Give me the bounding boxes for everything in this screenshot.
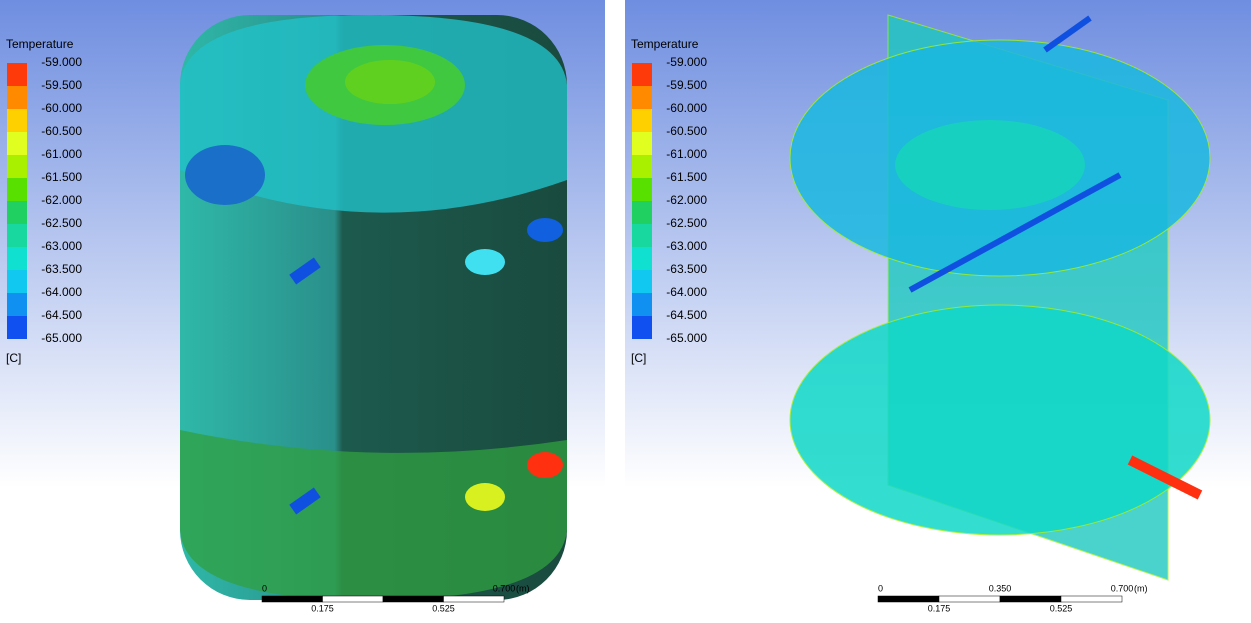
legend-swatch [632, 109, 652, 132]
legend-label: -59.500 [666, 78, 707, 92]
legend-label: -64.000 [41, 285, 82, 299]
legend-label: -60.500 [666, 124, 707, 138]
scale-label: 0.175 [311, 603, 334, 613]
legend-label: -64.000 [666, 285, 707, 299]
legend-label: -61.500 [41, 170, 82, 184]
scale-label: 0.700 [493, 583, 516, 593]
legend-label: -60.500 [41, 124, 82, 138]
legend-swatch [632, 316, 652, 339]
legend-label: -63.000 [41, 239, 82, 253]
scale-label: 0.350 [989, 583, 1012, 593]
scale-label: 0 [262, 583, 267, 593]
legend-label: -62.500 [666, 216, 707, 230]
legend-label: -61.000 [666, 147, 707, 161]
legend-unit: [C] [6, 351, 21, 365]
legend-swatch [632, 63, 652, 86]
scale-label: 0.525 [432, 603, 455, 613]
legend-label: -61.000 [41, 147, 82, 161]
legend-label: -59.000 [41, 55, 82, 69]
scale-unit: (m) [1134, 583, 1148, 593]
scale-label: 0 [878, 583, 883, 593]
legend-swatch [7, 63, 27, 86]
scale-label: 0.175 [928, 603, 951, 613]
legend-label: -65.000 [666, 331, 707, 345]
legend-title: Temperature [6, 37, 74, 51]
legend-swatch [632, 270, 652, 293]
legend-swatch [7, 109, 27, 132]
legend-swatch [632, 132, 652, 155]
legend-swatch [632, 178, 652, 201]
scale-segment [322, 595, 384, 603]
legend-label: -64.500 [41, 308, 82, 322]
scale-segment [443, 595, 505, 603]
scale-label: 0.700 [1111, 583, 1134, 593]
legend-swatch [632, 86, 652, 109]
legend-label: -63.500 [666, 262, 707, 276]
legend-swatch [7, 201, 27, 224]
legend-swatch [632, 155, 652, 178]
legend-swatch [7, 132, 27, 155]
legend-label: -64.500 [666, 308, 707, 322]
legend-label: -61.500 [666, 170, 707, 184]
scale-unit: (m) [516, 583, 530, 593]
scale-segment [877, 595, 940, 603]
legend-swatch [7, 155, 27, 178]
legend-swatch [7, 247, 27, 270]
legend-swatch [7, 178, 27, 201]
legend-swatch [7, 293, 27, 316]
scale-segment [938, 595, 1001, 603]
scale-segment [1060, 595, 1123, 603]
tank-contour [180, 15, 567, 600]
legend-label: -65.000 [41, 331, 82, 345]
legend-label: -59.500 [41, 78, 82, 92]
legend-label: -62.000 [666, 193, 707, 207]
legend-label: -62.500 [41, 216, 82, 230]
legend-swatch [7, 270, 27, 293]
legend-title: Temperature [631, 37, 699, 51]
legend-label: -63.500 [41, 262, 82, 276]
legend-swatch [632, 293, 652, 316]
legend-label: -60.000 [666, 101, 707, 115]
legend-swatch [7, 224, 27, 247]
legend-swatch [7, 86, 27, 109]
legend-label: -62.000 [41, 193, 82, 207]
legend-swatch [7, 316, 27, 339]
scale-segment [382, 595, 444, 603]
legend-label: -63.000 [666, 239, 707, 253]
legend-label: -59.000 [666, 55, 707, 69]
scale-label: 0.525 [1050, 603, 1073, 613]
tank-planes [789, 14, 1211, 581]
legend-swatch [632, 247, 652, 270]
legend-swatch [632, 201, 652, 224]
legend-swatch [632, 224, 652, 247]
legend-unit: [C] [631, 351, 646, 365]
scale-segment [999, 595, 1062, 603]
scale-segment [261, 595, 323, 603]
legend-label: -60.000 [41, 101, 82, 115]
